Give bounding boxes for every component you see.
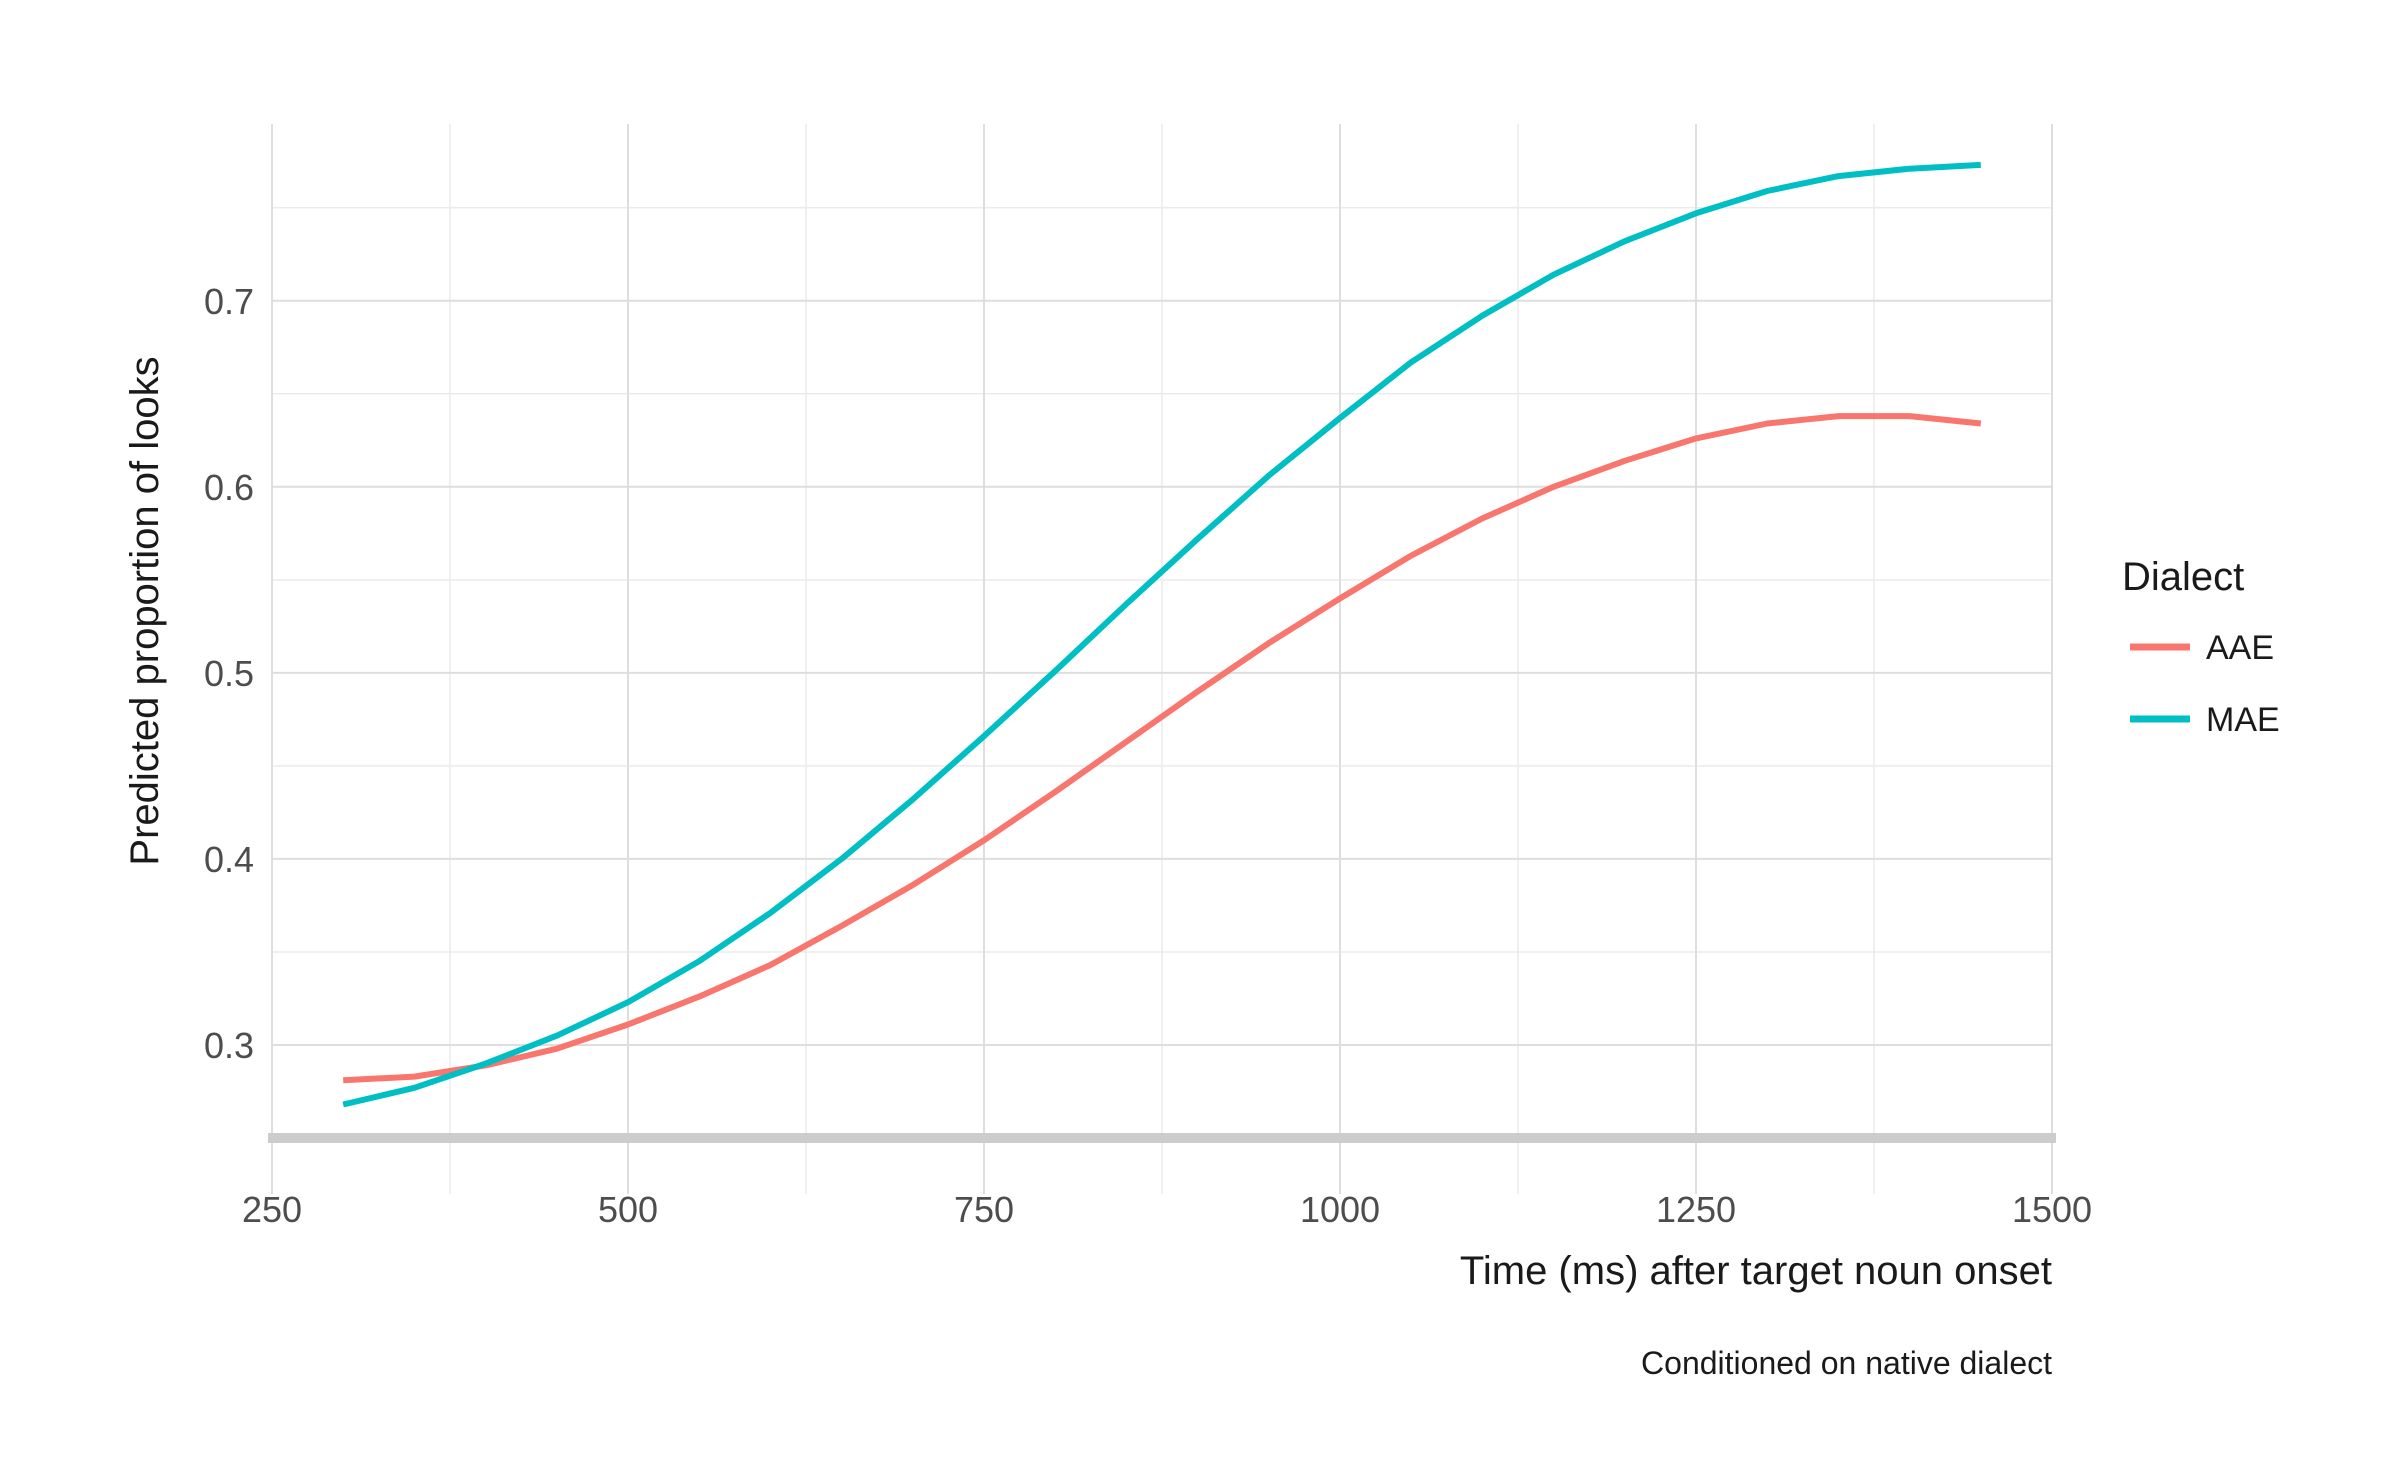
y-tick-label: 0.7 (204, 281, 254, 322)
y-tick-label: 0.4 (204, 839, 254, 880)
y-axis-title: Predicted proportion of looks (123, 356, 167, 865)
legend-items: AAE MAE (2130, 629, 2280, 739)
series-lines (342, 161, 1982, 1108)
x-axis-title: Time (ms) after target noun onset (1460, 1249, 2052, 1293)
major-gridlines (271, 124, 2053, 1194)
legend-title: Dialect (2122, 555, 2244, 599)
minor-gridlines (272, 124, 2052, 1194)
legend: Dialect AAE MAE (2122, 555, 2280, 739)
x-tick-labels: 250 500 750 1000 1250 1500 (242, 1189, 2092, 1230)
series-line-mae (342, 161, 1981, 1108)
series-line-aae (343, 413, 1982, 1084)
y-tick-labels: 0.3 0.4 0.5 0.6 0.7 (204, 281, 254, 1066)
y-tick-label: 0.5 (204, 653, 254, 694)
x-tick-label: 500 (598, 1189, 658, 1230)
x-tick-label: 1000 (1300, 1189, 1380, 1230)
x-tick-label: 750 (954, 1189, 1014, 1230)
x-axis-baseline (268, 1133, 2056, 1143)
y-tick-label: 0.6 (204, 467, 254, 508)
y-tick-label: 0.3 (204, 1025, 254, 1066)
x-tick-label: 250 (242, 1189, 302, 1230)
legend-label-aae: AAE (2206, 629, 2274, 667)
x-tick-label: 1250 (1656, 1189, 1736, 1230)
x-tick-label: 1500 (2012, 1189, 2092, 1230)
chart-caption: Conditioned on native dialect (1641, 1345, 2052, 1381)
legend-label-mae: MAE (2206, 701, 2280, 739)
